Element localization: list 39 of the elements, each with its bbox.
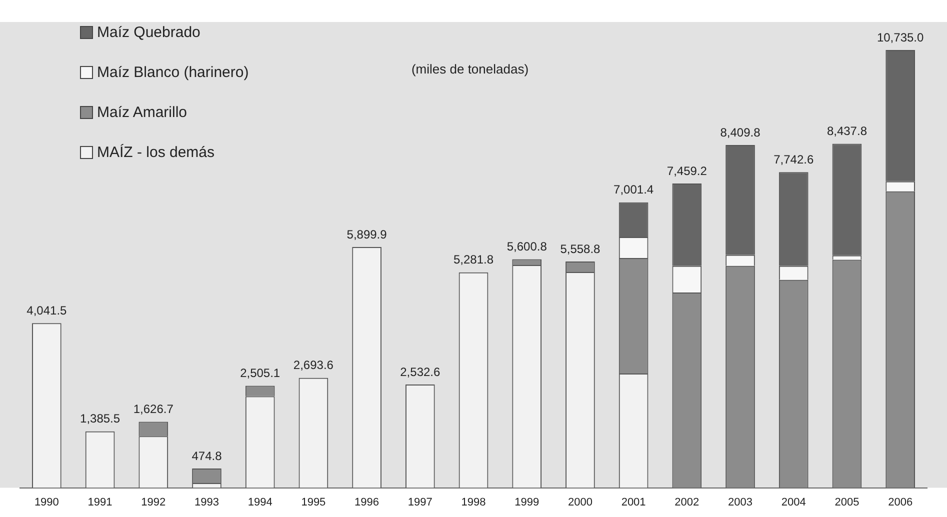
- x-tick-label: 2000: [568, 496, 592, 508]
- legend-label: Maíz Blanco (harinero): [96, 62, 249, 82]
- annotation: 7,459.2: [666, 164, 708, 178]
- x-tick-label: 2003: [728, 496, 753, 508]
- x-tick-label: 1993: [194, 496, 219, 508]
- legend-label: MAÍZ - los demás: [96, 142, 216, 162]
- annotation: 5,558.8: [560, 242, 601, 256]
- annotation: 1,626.7: [133, 402, 174, 416]
- text: (miles de toneladas): [411, 62, 529, 77]
- x-tick-label: 2001: [621, 496, 646, 508]
- x-tick-label: 2005: [834, 496, 860, 508]
- annotation: 10,735.0: [876, 30, 924, 44]
- annotation: 8,409.8: [720, 125, 761, 140]
- x-tick-label: 1998: [461, 496, 486, 508]
- annotation: 5,281.8: [453, 252, 494, 267]
- annotation: 5,600.8: [506, 240, 548, 254]
- annotation: 2,693.6: [293, 358, 334, 372]
- x-tick-label: 1994: [248, 496, 272, 508]
- annotation: 474.8: [192, 448, 222, 463]
- x-tick-label: 2002: [674, 496, 700, 508]
- x-tick-label: 1997: [408, 496, 432, 508]
- annotation: 8,437.8: [826, 124, 868, 138]
- x-tick-label: 2004: [781, 496, 806, 508]
- legend-label: Maíz Quebrado: [96, 22, 202, 42]
- annotation: 1,385.5: [80, 412, 120, 426]
- annotation: 4,041.5: [26, 304, 68, 318]
- annotation: 2,505.1: [240, 366, 280, 380]
- annotation: 5,899.9: [346, 227, 388, 242]
- x-tick-label: 1996: [354, 496, 380, 508]
- annotation: 7,001.4: [614, 182, 654, 197]
- x-tick-label: 1992: [141, 496, 166, 508]
- x-tick-label: 1991: [88, 496, 112, 508]
- annotation: 2,532.6: [400, 364, 440, 379]
- x-tick-label: 1995: [301, 496, 326, 508]
- x-tick-label: 2006: [888, 496, 913, 508]
- annotation: 7,742.6: [774, 152, 814, 166]
- x-tick-label: 1999: [514, 496, 540, 508]
- legend-label: Maíz Amarillo: [96, 102, 188, 122]
- x-tick-label: 1990: [34, 496, 59, 508]
